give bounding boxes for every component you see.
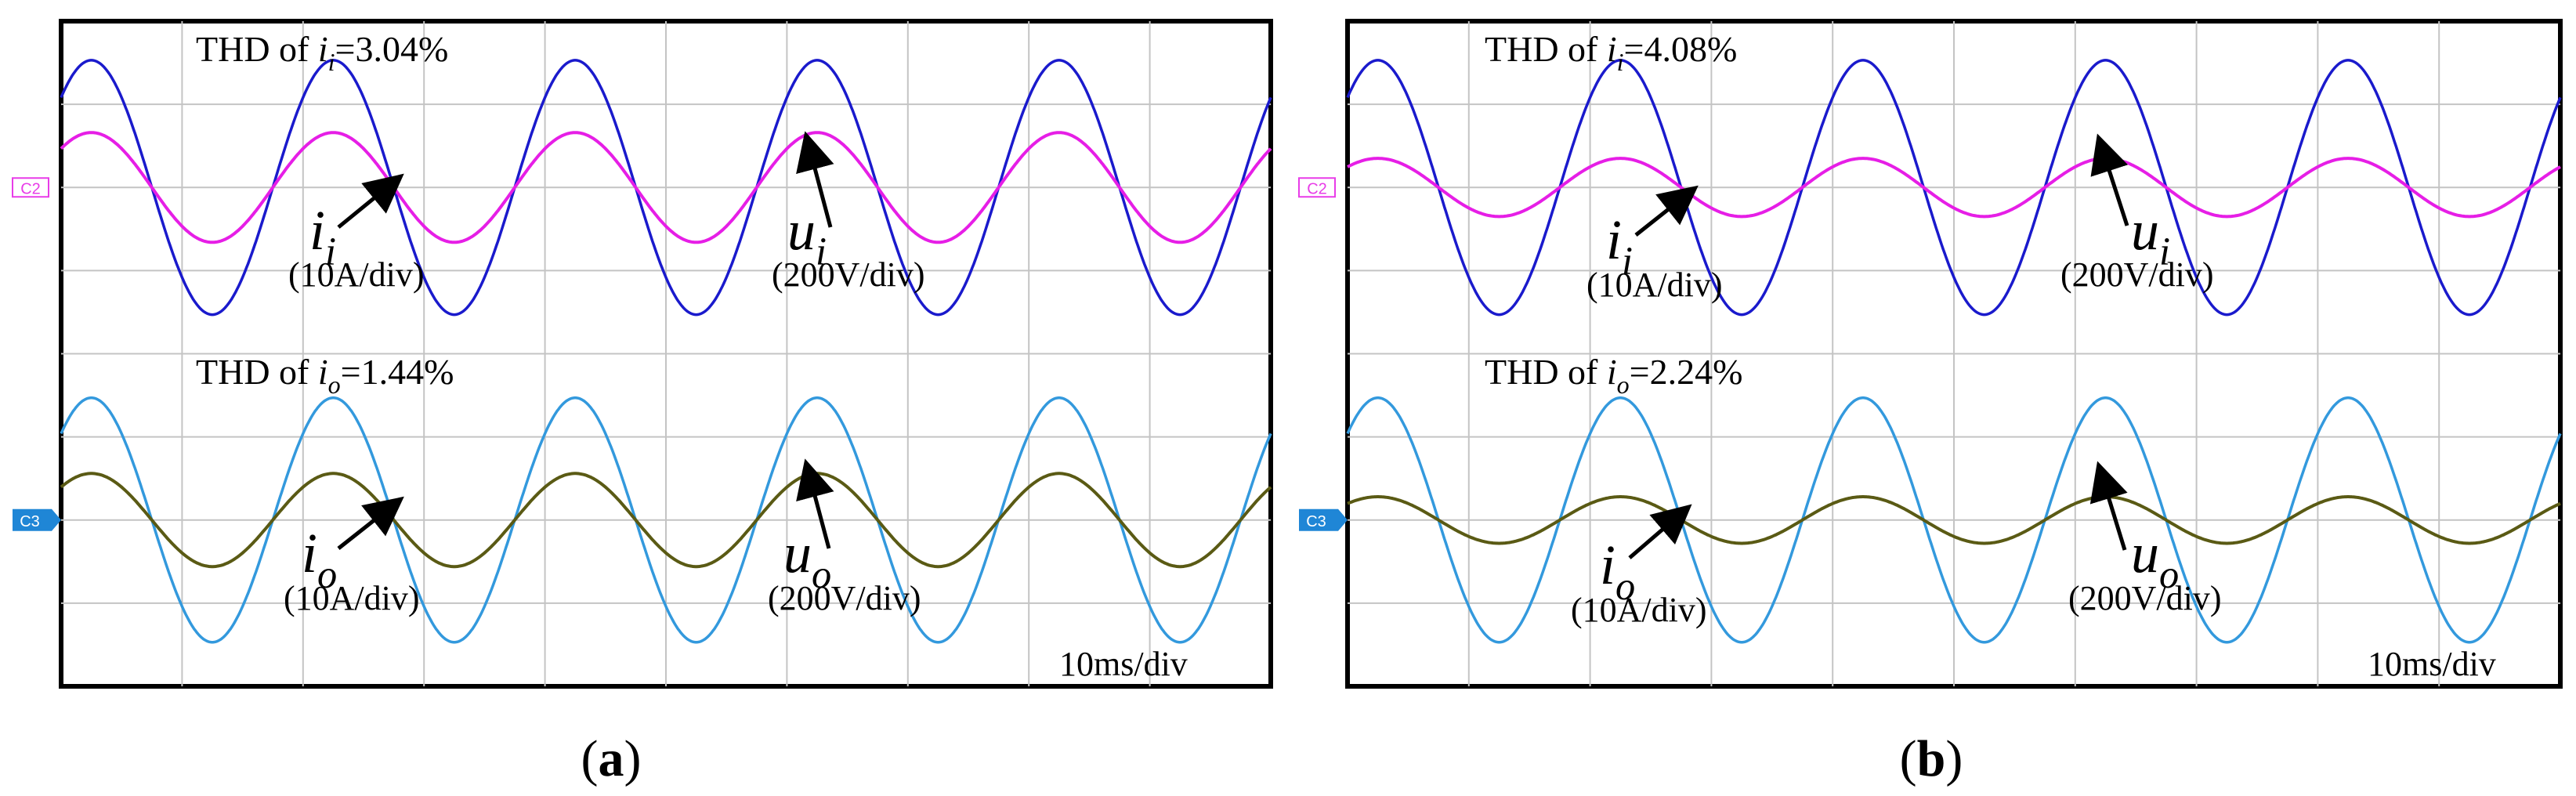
label-ui: ui: [2131, 199, 2170, 273]
trace-uo: [1346, 396, 2562, 644]
label-uo: uo: [783, 522, 831, 596]
svg-text:C2: C2: [1307, 180, 1327, 197]
arrow-ii: [337, 173, 404, 229]
arrow-io: [337, 496, 404, 550]
thd-annotation-input: THD of ii=4.08%: [1485, 29, 1737, 76]
trace-io: [60, 472, 1272, 569]
thd-annotation-output: THD of io=2.24%: [1485, 352, 1742, 399]
timebase-label: 10ms/div: [2368, 645, 2496, 683]
scale-uo: (200V/div): [2068, 579, 2222, 617]
thd-annotation-output: THD of io=1.44%: [196, 352, 454, 399]
trace-ii: [1347, 157, 2561, 219]
trace-ui: [60, 59, 1272, 317]
trace-ui: [1346, 59, 2562, 317]
scale-ii: (10A/div): [1586, 266, 1723, 304]
scope-grid: [61, 21, 1271, 686]
svg-text:C2: C2: [20, 180, 41, 197]
panel-label-a: (a): [581, 730, 642, 787]
arrow-ui: [796, 131, 834, 228]
scope-grid: [1348, 21, 2560, 686]
channel-marker-c2: C2: [12, 177, 49, 198]
scale-io: (10A/div): [1571, 591, 1707, 629]
arrow-ui: [2090, 133, 2129, 226]
arrow-io: [1628, 504, 1692, 559]
arrow-ii: [1634, 185, 1699, 237]
label-io: io: [1600, 534, 1635, 608]
label-uo: uo: [2131, 522, 2179, 596]
scale-ii: (10A/div): [288, 255, 425, 294]
label-ui: ui: [787, 199, 827, 273]
channel-marker-c3: C3: [1299, 508, 1348, 531]
timebase-label: 10ms/div: [1059, 645, 1188, 683]
scale-ui: (200V/div): [772, 255, 925, 294]
scale-uo: (200V/div): [768, 579, 921, 617]
scale-ui: (200V/div): [2060, 255, 2214, 294]
arrow-uo: [2089, 461, 2128, 551]
svg-text:C3: C3: [20, 513, 40, 530]
arrow-uo: [796, 458, 834, 549]
label-ii: ii: [1606, 208, 1633, 283]
svg-text:C3: C3: [1306, 513, 1326, 530]
channel-marker-c2: C2: [1298, 177, 1336, 198]
label-ii: ii: [309, 199, 336, 273]
panel-label-b: (b): [1900, 730, 1963, 787]
label-io: io: [302, 522, 337, 596]
channel-marker-c3: C3: [13, 508, 61, 531]
thd-annotation-input: THD of ii=3.04%: [196, 29, 448, 76]
trace-io: [1347, 495, 2561, 545]
trace-uo: [60, 396, 1272, 644]
trace-ii: [60, 131, 1272, 244]
scale-io: (10A/div): [284, 579, 420, 617]
